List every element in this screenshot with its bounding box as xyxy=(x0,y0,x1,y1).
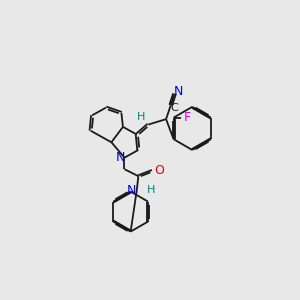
Text: N: N xyxy=(174,85,183,98)
Text: H: H xyxy=(137,112,146,122)
Text: N: N xyxy=(116,151,125,164)
Text: H: H xyxy=(147,185,156,195)
Text: N: N xyxy=(127,184,136,196)
Text: F: F xyxy=(184,111,191,124)
Text: C: C xyxy=(171,103,178,113)
Text: O: O xyxy=(154,164,164,177)
